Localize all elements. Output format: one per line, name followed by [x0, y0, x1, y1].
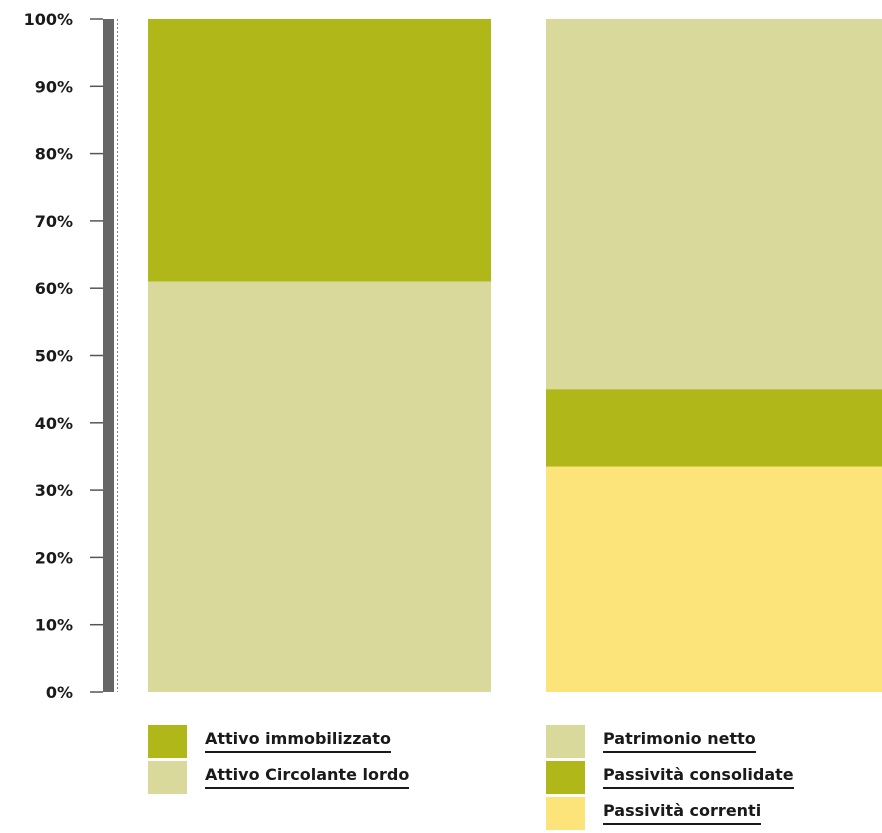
y-tick-label: 0%: [46, 683, 73, 702]
legend-label: Passività consolidate: [603, 765, 794, 789]
y-tick-label: 80%: [35, 145, 73, 164]
bar-segment-passivit-consolidate: [546, 389, 882, 467]
legend-swatch: [546, 797, 585, 830]
legend-swatch: [546, 761, 585, 794]
y-tick-label: 70%: [35, 212, 73, 231]
y-tick-label: 50%: [35, 347, 73, 366]
y-tick-label: 20%: [35, 548, 73, 567]
bar-segment-attivo-circolante-lordo: [148, 281, 491, 692]
legend-swatch: [148, 725, 187, 758]
legend-label: Passività correnti: [603, 801, 762, 825]
bar-segment-attivo-immobilizzato: [148, 19, 491, 282]
bar-segment-patrimonio-netto: [546, 19, 882, 390]
legend-swatch: [148, 761, 187, 794]
y-tick-label: 40%: [35, 414, 73, 433]
y-tick-label: 60%: [35, 279, 73, 298]
y-tick-label: 90%: [35, 77, 73, 96]
bars: [148, 19, 882, 692]
y-axis: 0% 10% 20% 30% 40% 50% 60% 70% 80% 90% 100%: [24, 10, 118, 702]
legend-label: Patrimonio netto: [603, 729, 756, 753]
y-tick-label: 30%: [35, 481, 73, 500]
y-tick-label: 100%: [24, 10, 73, 29]
legend-label: Attivo Circolante lordo: [205, 765, 410, 789]
y-axis-bar: [103, 19, 114, 692]
y-tick-label: 10%: [35, 616, 73, 635]
bar-segment-passivit-correnti: [546, 466, 882, 692]
legend-swatch: [546, 725, 585, 758]
legend-label: Attivo immobilizzato: [205, 729, 391, 753]
